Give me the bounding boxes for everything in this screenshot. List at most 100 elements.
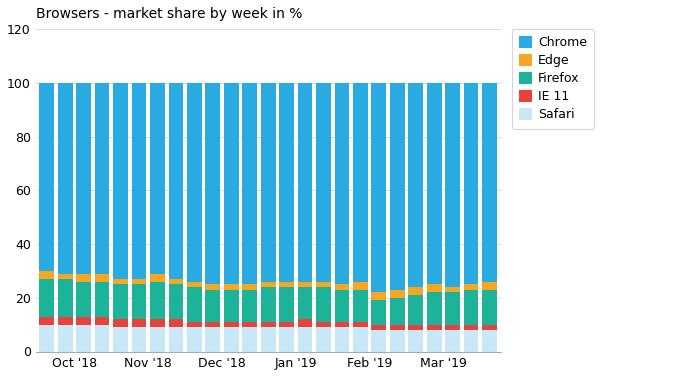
Bar [205,284,220,290]
Bar [76,274,91,282]
Bar [205,290,220,322]
Bar [353,322,368,327]
Bar [482,330,497,351]
Bar [169,284,183,319]
Bar [132,284,146,319]
Bar [445,293,460,325]
Bar [39,83,54,271]
Bar [76,317,91,325]
Bar [335,322,349,327]
Bar [335,290,349,322]
Bar [298,83,312,282]
Bar [58,274,73,279]
Bar [390,298,405,325]
Bar [113,319,128,327]
Bar [279,322,294,327]
Bar [58,83,73,274]
Bar [242,284,257,290]
Bar [482,83,497,282]
Bar [372,293,386,300]
Bar [408,83,423,287]
Bar [445,83,460,287]
Bar [205,83,220,284]
Bar [132,279,146,284]
Bar [39,271,54,279]
Bar [187,327,202,351]
Bar [150,274,164,282]
Bar [113,279,128,284]
Bar [482,325,497,330]
Bar [427,293,442,325]
Bar [242,322,257,327]
Bar [187,322,202,327]
Bar [94,83,109,274]
Bar [94,325,109,351]
Bar [224,322,239,327]
Bar [427,325,442,330]
Bar [390,330,405,351]
Bar [224,290,239,322]
Bar [76,325,91,351]
Bar [132,83,146,279]
Bar [132,319,146,327]
Bar [169,327,183,351]
Bar [372,300,386,325]
Bar [353,83,368,282]
Bar [372,83,386,293]
Bar [205,327,220,351]
Bar [279,83,294,282]
Bar [316,282,331,287]
Bar [316,322,331,327]
Bar [58,317,73,325]
Bar [372,330,386,351]
Bar [279,327,294,351]
Bar [205,322,220,327]
Bar [463,330,479,351]
Bar [113,83,128,279]
Bar [169,279,183,284]
Bar [390,290,405,298]
Bar [353,290,368,322]
Bar [390,83,405,290]
Bar [353,327,368,351]
Bar [353,282,368,290]
Bar [224,83,239,284]
Bar [169,319,183,327]
Bar [187,282,202,287]
Bar [279,287,294,322]
Bar [390,325,405,330]
Bar [39,279,54,317]
Bar [482,282,497,290]
Bar [150,83,164,274]
Bar [316,327,331,351]
Bar [427,83,442,284]
Bar [242,83,257,284]
Text: Browsers - market share by week in %: Browsers - market share by week in % [36,7,302,21]
Bar [408,287,423,295]
Bar [58,279,73,317]
Bar [224,284,239,290]
Bar [445,330,460,351]
Bar [58,325,73,351]
Bar [242,327,257,351]
Bar [427,284,442,293]
Bar [39,317,54,325]
Bar [427,330,442,351]
Bar [335,284,349,290]
Bar [76,83,91,274]
Bar [298,282,312,287]
Bar [408,325,423,330]
Bar [445,325,460,330]
Bar [76,282,91,317]
Bar [408,295,423,325]
Bar [445,287,460,293]
Bar [187,287,202,322]
Bar [113,284,128,319]
Bar [298,287,312,319]
Legend: Chrome, Edge, Firefox, IE 11, Safari: Chrome, Edge, Firefox, IE 11, Safari [512,29,594,129]
Bar [150,319,164,327]
Bar [298,319,312,327]
Bar [150,282,164,319]
Bar [242,290,257,322]
Bar [372,325,386,330]
